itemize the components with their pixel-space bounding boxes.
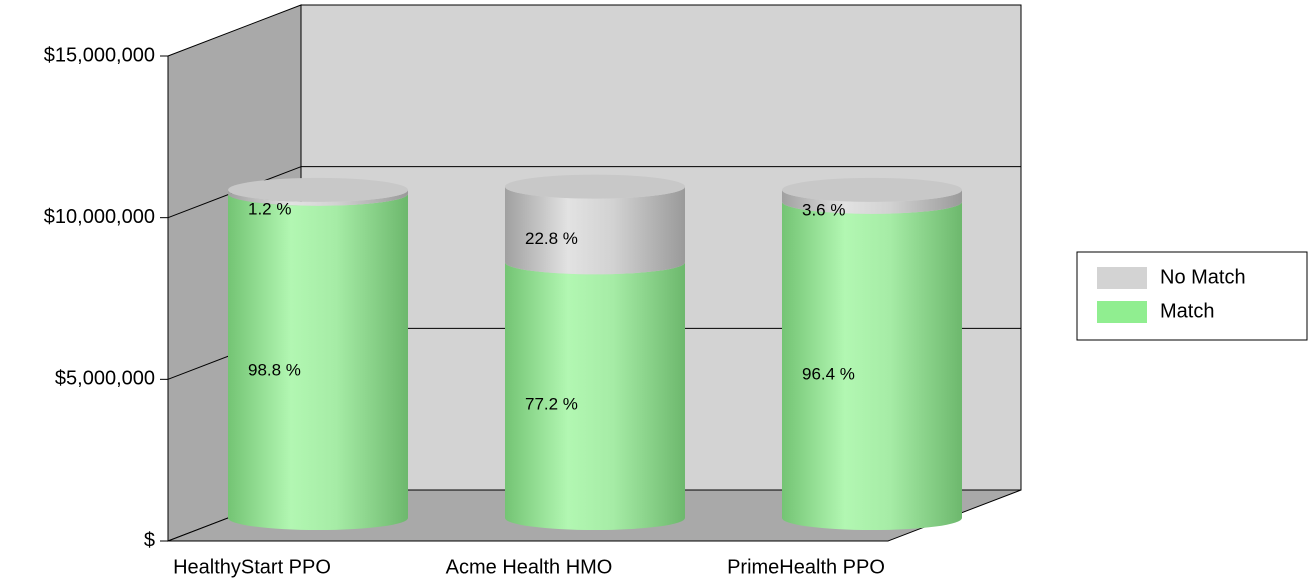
y-tick-label: $15,000,000 bbox=[44, 44, 155, 66]
legend-label: No Match bbox=[1160, 266, 1246, 288]
data-label: 1.2 % bbox=[248, 199, 291, 218]
cylinder-segment bbox=[505, 186, 685, 275]
x-tick-label: Acme Health HMO bbox=[446, 556, 613, 578]
data-label: 77.2 % bbox=[525, 395, 578, 414]
x-tick-label: HealthyStart PPO bbox=[173, 556, 331, 578]
y-tick-label: $ bbox=[144, 529, 155, 551]
cylinder-segment bbox=[505, 262, 685, 531]
y-tick-label: $10,000,000 bbox=[44, 206, 155, 228]
legend-label: Match bbox=[1160, 300, 1214, 322]
cylinder-segment bbox=[228, 193, 408, 531]
cylinder-top bbox=[505, 174, 685, 199]
cylinder-segment bbox=[782, 201, 963, 531]
x-tick-label: PrimeHealth PPO bbox=[727, 556, 885, 578]
legend-swatch bbox=[1097, 301, 1147, 323]
cylinder-top bbox=[782, 177, 962, 202]
data-label: 96.4 % bbox=[802, 364, 855, 383]
cylinder-segment bbox=[782, 189, 963, 214]
data-label: 22.8 % bbox=[525, 229, 578, 248]
data-label: 98.8 % bbox=[248, 360, 301, 379]
legend-swatch bbox=[1097, 267, 1147, 289]
legend bbox=[1076, 251, 1308, 341]
y-tick-label: $5,000,000 bbox=[55, 368, 155, 390]
cylinder-segment bbox=[228, 189, 408, 206]
data-label: 3.6 % bbox=[802, 200, 845, 219]
cylinder-top bbox=[228, 177, 408, 202]
